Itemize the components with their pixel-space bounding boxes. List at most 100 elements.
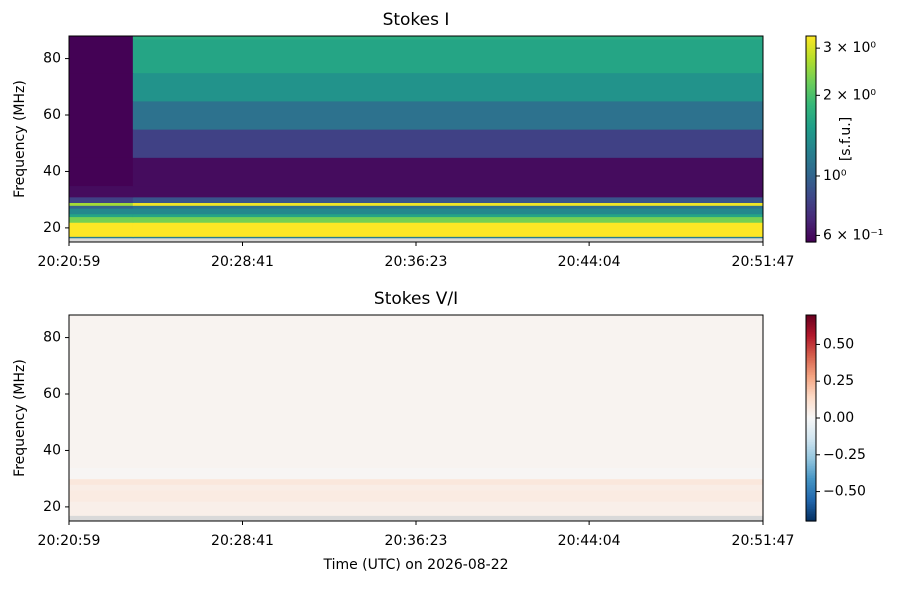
colorbar-segment — [806, 121, 816, 125]
panel-title: Stokes I — [383, 10, 450, 30]
colorbar-segment — [806, 72, 816, 75]
colorbar-segment — [806, 104, 816, 107]
colorbar-segment — [806, 364, 816, 368]
colorbar-segment — [806, 108, 816, 111]
colorbar-segment — [806, 132, 816, 135]
colorbar-segment — [806, 418, 816, 421]
colorbar-segment — [806, 123, 816, 126]
colorbar-segment — [806, 435, 816, 438]
x-tick-label: 20:44:04 — [558, 533, 621, 549]
heatmap-cell — [69, 213, 134, 218]
colorbar-segment — [806, 356, 816, 359]
colorbar-segment — [806, 171, 816, 174]
y-tick-label: 20 — [43, 220, 61, 236]
colorbar-segment — [806, 371, 816, 374]
colorbar-segment — [806, 60, 816, 63]
colorbar-segment — [806, 44, 816, 47]
colorbar-segment — [806, 97, 816, 101]
colorbar-segment — [806, 41, 816, 44]
colorbar-segment — [806, 320, 816, 323]
heatmap-cell — [69, 157, 134, 187]
heatmap-cell — [69, 489, 764, 502]
colorbar-segment — [806, 411, 816, 414]
colorbar-segment — [806, 200, 816, 204]
colorbar-segment — [806, 89, 816, 92]
colorbar-segment — [806, 216, 816, 219]
colorbar-segment — [806, 316, 816, 320]
colorbar-segment — [806, 349, 816, 352]
colorbar-segment — [806, 66, 816, 70]
colorbar-segment — [806, 363, 816, 366]
colorbar-segment — [806, 68, 816, 71]
colorbar-segment — [806, 168, 816, 171]
colorbar-segment — [806, 37, 816, 41]
colorbar-segment — [806, 39, 816, 42]
colorbar-segment — [806, 328, 816, 332]
colorbar-segment — [806, 46, 816, 49]
y-tick-label: 40 — [43, 163, 61, 179]
colorbar-segment — [806, 430, 816, 433]
colorbar-segment — [806, 63, 816, 66]
colorbar-segment — [806, 459, 816, 462]
colorbar-segment — [806, 352, 816, 356]
colorbar-segment — [806, 369, 816, 373]
colorbar-segment — [806, 407, 816, 411]
colorbar-segment — [806, 101, 816, 104]
colorbar-tick-label: 10⁰ — [823, 168, 847, 184]
colorbar-segment — [806, 233, 816, 236]
colorbar-segment — [806, 397, 816, 400]
colorbar-segment — [806, 450, 816, 453]
colorbar-segment — [806, 70, 816, 73]
heatmap-cell — [69, 467, 764, 480]
heatmap-cell — [69, 501, 764, 516]
colorbar-segment — [806, 42, 816, 46]
colorbar-segment — [806, 133, 816, 137]
colorbar-segment — [806, 318, 816, 321]
colorbar-segment — [806, 454, 816, 457]
y-tick-label: 60 — [43, 386, 61, 402]
colorbar-segment — [806, 111, 816, 114]
colorbar-segment — [806, 383, 816, 386]
heatmap-cell — [69, 315, 764, 468]
colorbar-segment — [806, 366, 816, 369]
colorbar-segment — [806, 140, 816, 144]
heatmap-cell — [132, 216, 764, 223]
colorbar-tick-label: 0.25 — [823, 373, 854, 389]
heatmap-cell — [132, 205, 764, 209]
heatmap-cell — [69, 237, 134, 243]
heatmap-cell — [132, 237, 764, 243]
colorbar-segment — [806, 373, 816, 376]
colorbar-segment — [806, 224, 816, 228]
colorbar-segment — [806, 176, 816, 180]
colorbar-frame — [805, 35, 817, 243]
colorbar-segment — [806, 169, 816, 173]
colorbar-segment — [806, 490, 816, 493]
heatmap-cell — [132, 129, 764, 158]
colorbar-segment — [806, 500, 816, 503]
colorbar-segment — [806, 128, 816, 132]
colorbar-segment — [806, 481, 816, 484]
colorbar-segment — [806, 493, 816, 496]
colorbar-segment — [806, 120, 816, 123]
colorbar-segment — [806, 193, 816, 197]
colorbar-segment — [806, 56, 816, 59]
colorbar-segment — [806, 361, 816, 364]
colorbar-segment — [806, 447, 816, 450]
colorbar-segment — [806, 505, 816, 508]
colorbar-segment — [806, 54, 816, 58]
colorbar-tick-label: 2 × 10⁰ — [823, 87, 876, 103]
colorbar-segment — [806, 402, 816, 405]
colorbar-segment — [806, 368, 816, 371]
heatmap-cell — [69, 196, 134, 203]
colorbar-segment — [806, 116, 816, 119]
colorbar-segment — [806, 359, 816, 362]
colorbar-segment — [806, 235, 816, 238]
colorbar-segment — [806, 226, 816, 229]
x-tick-label: 20:36:23 — [385, 533, 448, 549]
colorbar-segment — [806, 156, 816, 159]
heatmap-cell — [69, 129, 134, 158]
colorbar-segment — [806, 238, 816, 241]
x-tick-label: 20:20:59 — [38, 533, 101, 549]
colorbar-segment — [806, 323, 816, 326]
